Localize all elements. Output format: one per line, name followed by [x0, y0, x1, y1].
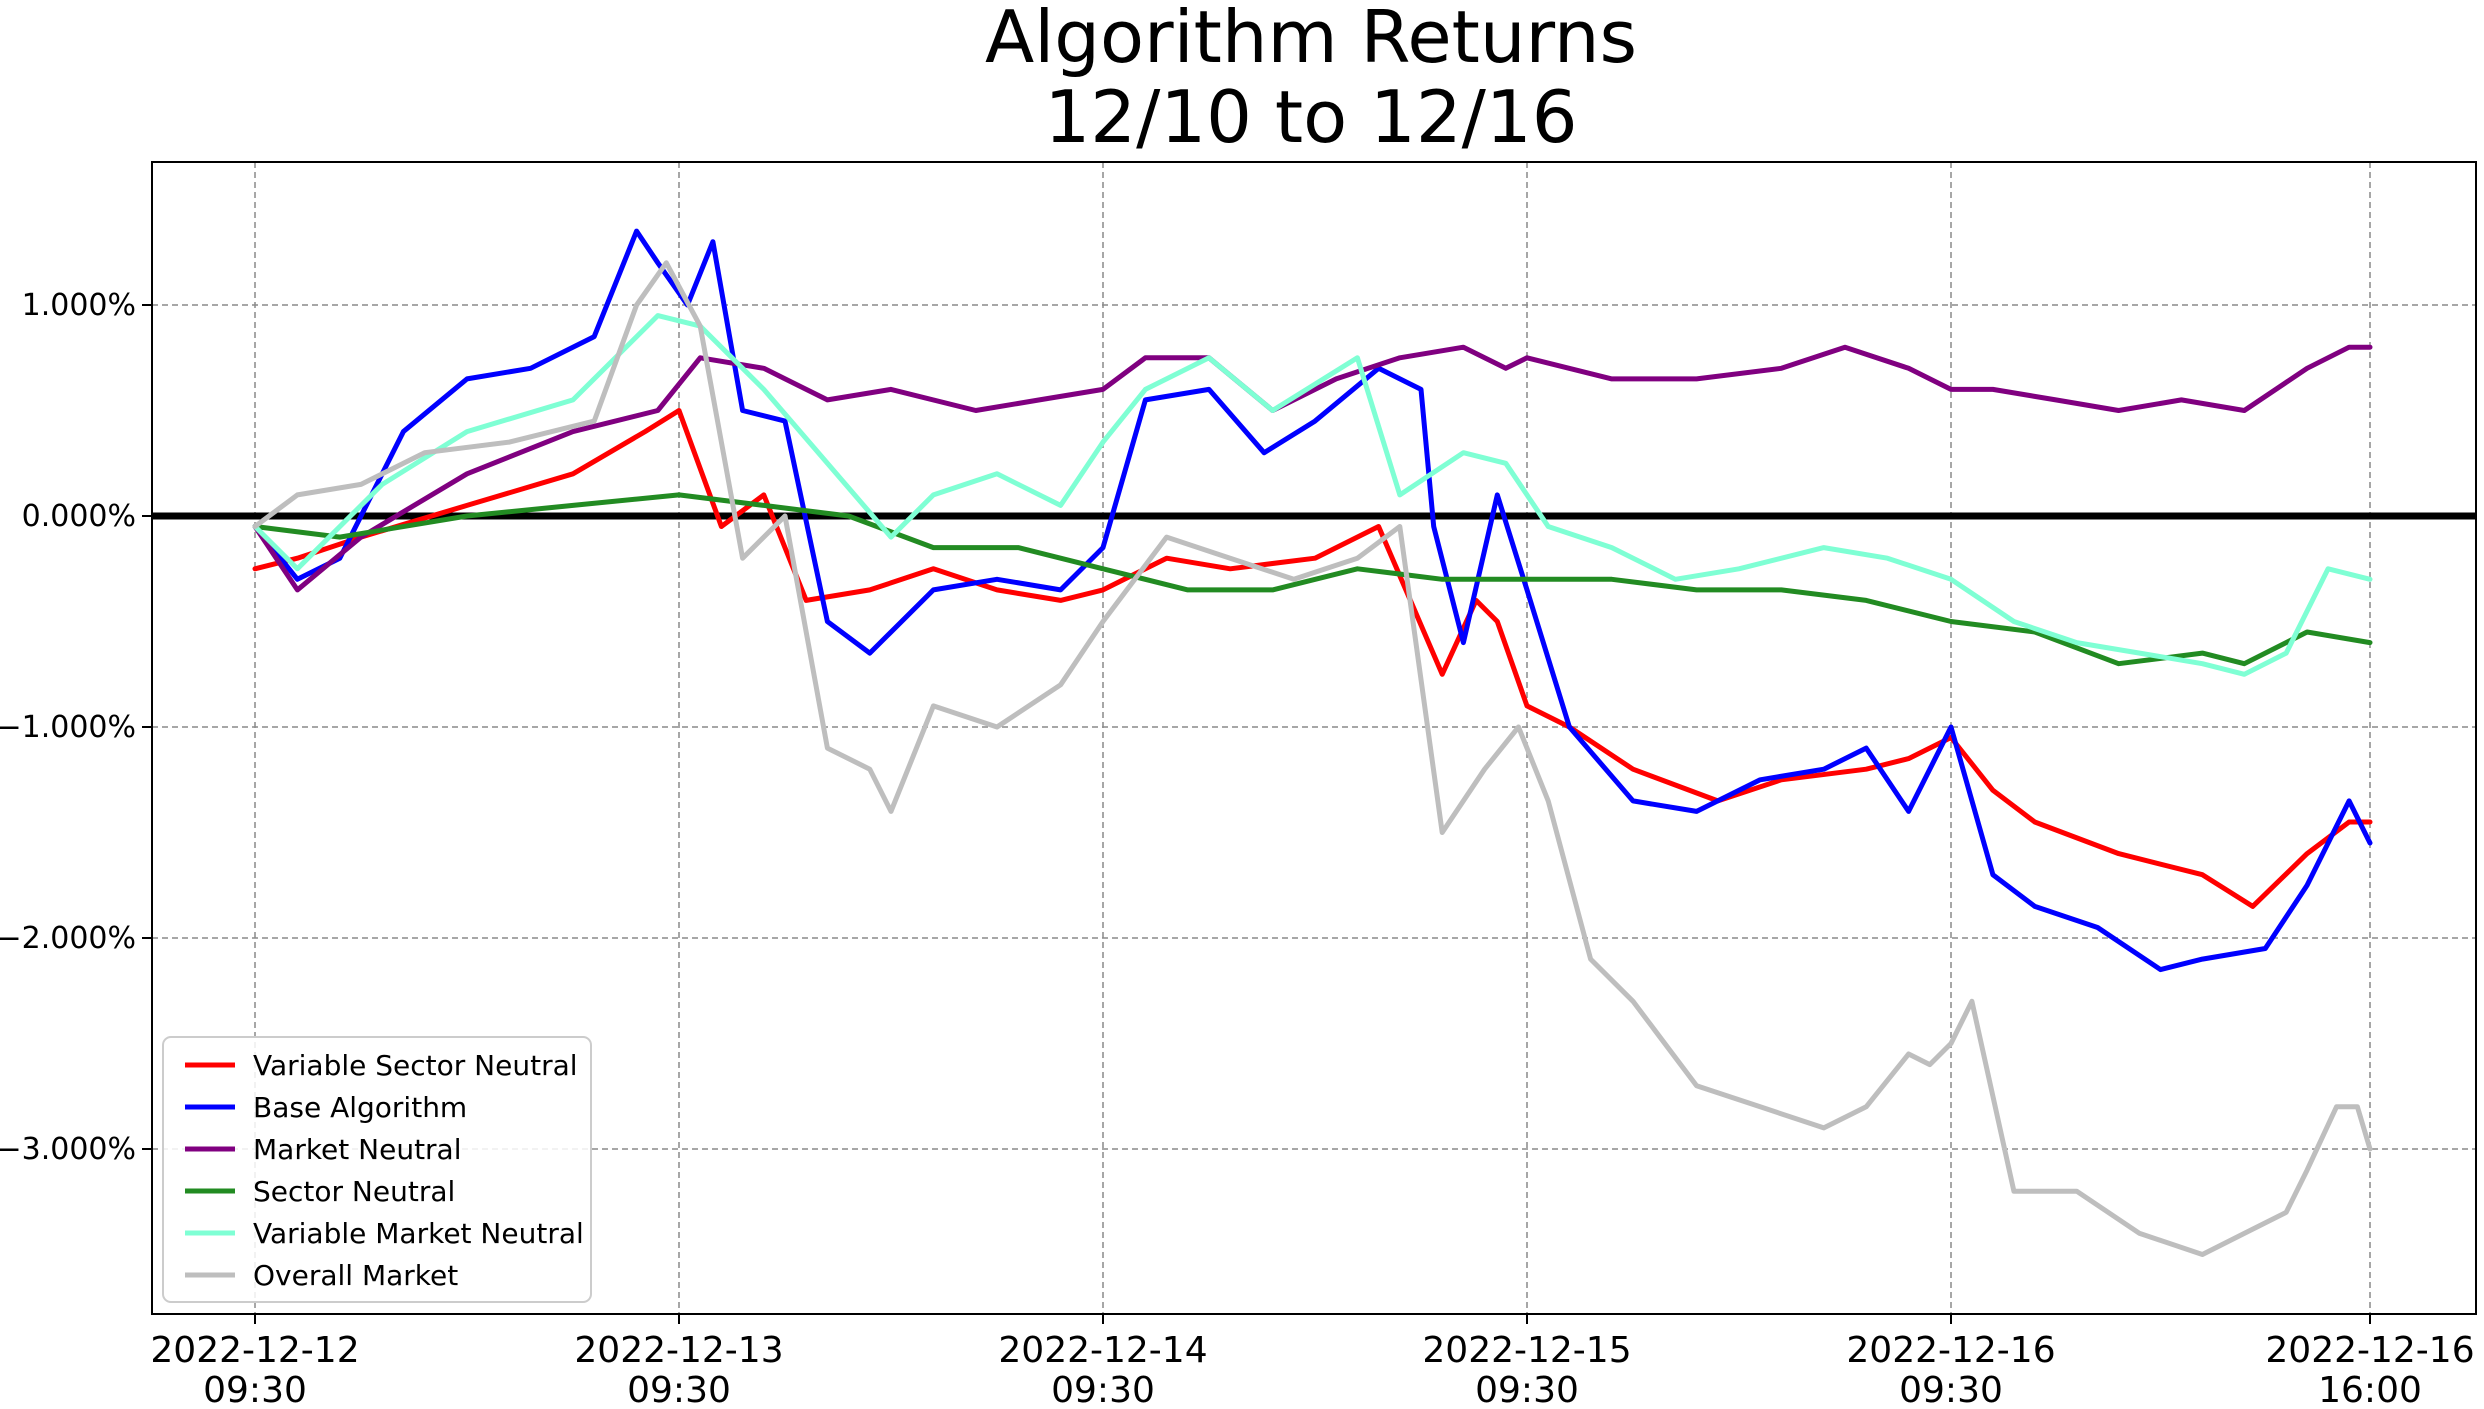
y-tick-label: −1.000% — [0, 710, 136, 745]
y-tick-label: −3.000% — [0, 1132, 136, 1167]
y-tick-label: 1.000% — [22, 288, 136, 323]
x-tick-label: 09:30 — [627, 1370, 731, 1409]
series-line-variable-sector-neutral — [252, 408, 2373, 909]
x-tick-label: 09:30 — [1475, 1370, 1579, 1409]
x-tick-label: 16:00 — [2318, 1370, 2422, 1409]
series-line-market-neutral — [252, 344, 2373, 593]
x-tick-label: 2022-12-14 — [998, 1330, 1207, 1371]
legend-frame — [162, 1036, 592, 1303]
legend: Variable Sector Neutral Base Algorithm Mar… — [162, 1036, 592, 1303]
series-lines — [252, 228, 2373, 1257]
x-tick-label: 2022-12-13 — [574, 1330, 783, 1371]
plot-frame — [151, 161, 2477, 1315]
legend-label: Market Neutral — [253, 1133, 462, 1166]
series-line-variable-market-neutral — [252, 313, 2373, 677]
x-tick-label: 2022-12-16 — [1846, 1330, 2055, 1371]
x-tick-label: 2022-12-16 — [2265, 1330, 2474, 1371]
x-tick-label: 2022-12-15 — [1422, 1330, 1631, 1371]
series-line-base-algorithm — [252, 228, 2373, 973]
x-tick-label: 2022-12-12 — [150, 1330, 359, 1371]
x-tick-label: 09:30 — [203, 1370, 307, 1409]
y-axis-ticks: 1.000% 0.000% −1.000% −2.000% −3.000% — [0, 288, 152, 1167]
series-line-sector-neutral — [252, 492, 2373, 667]
legend-label: Variable Sector Neutral — [253, 1049, 578, 1082]
legend-label: Base Algorithm — [253, 1091, 467, 1124]
legend-label: Overall Market — [253, 1259, 458, 1292]
legend-label: Variable Market Neutral — [253, 1217, 584, 1250]
series-line-overall-market — [252, 260, 2373, 1257]
y-tick-label: 0.000% — [22, 499, 136, 534]
legend-label: Sector Neutral — [253, 1175, 455, 1208]
chart-title: Algorithm Returns — [985, 0, 1637, 79]
x-axis-ticks: 2022-12-1209:302022-12-1309:302022-12-14… — [150, 1314, 2475, 1409]
x-tick-label: 09:30 — [1051, 1370, 1155, 1409]
x-tick-label: 09:30 — [1899, 1370, 2003, 1409]
chart-subtitle: 12/10 to 12/16 — [1044, 75, 1577, 159]
y-tick-label: −2.000% — [0, 921, 136, 956]
